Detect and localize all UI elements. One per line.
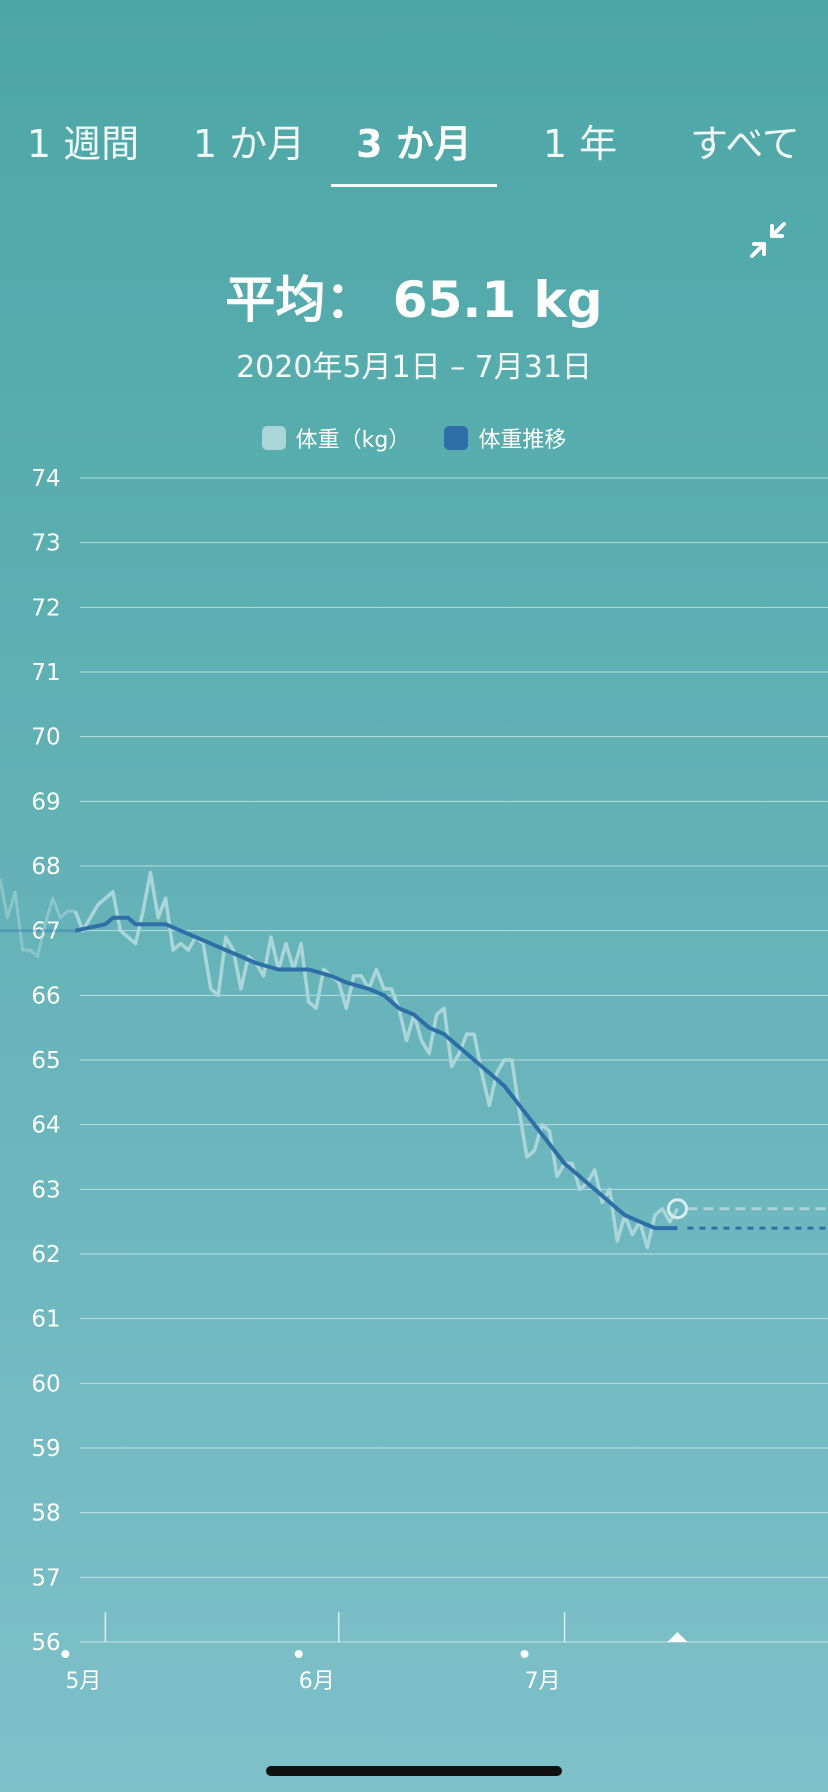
collapse-button[interactable] xyxy=(744,216,792,264)
y-tick-label: 68 xyxy=(31,854,60,880)
average-weight: 平均： 65.1 kg xyxy=(225,271,603,329)
tab-1-month[interactable]: 1 か月 xyxy=(192,122,306,166)
weight-series-line xyxy=(73,870,680,1250)
date-range: 2020年5月1日 – 7月31日 xyxy=(236,350,592,385)
y-tick-label: 63 xyxy=(31,1177,60,1203)
tab-1-year[interactable]: 1 年 xyxy=(542,122,618,166)
legend-item-weight: 体重（kg） xyxy=(261,422,411,454)
y-tick-label: 61 xyxy=(31,1307,60,1333)
legend-item-trend: 体重推移 xyxy=(444,422,566,454)
tab-all[interactable]: すべて xyxy=(690,122,800,166)
y-tick-label: 60 xyxy=(31,1371,60,1397)
weight-series-line-faded xyxy=(0,878,76,958)
trend-series-line xyxy=(74,915,678,1231)
legend-label-weight: 体重（kg） xyxy=(295,428,411,453)
active-tab-indicator xyxy=(331,184,497,187)
tab-1-week[interactable]: 1 週間 xyxy=(26,122,140,166)
y-tick-label: 58 xyxy=(31,1501,60,1527)
collapse-arrows-icon xyxy=(750,222,786,258)
period-tabs: 1 週間 1 か月 3 か月 1 年 すべて xyxy=(0,96,828,188)
y-tick-label: 59 xyxy=(31,1436,60,1462)
x-tick-dot xyxy=(294,1650,303,1658)
x-tick-dot xyxy=(520,1650,529,1658)
y-tick-label: 65 xyxy=(31,1048,60,1074)
y-tick-label: 64 xyxy=(31,1113,60,1139)
current-marker-icon xyxy=(667,1632,688,1642)
x-tick-label: 7月 xyxy=(525,1669,561,1694)
x-tick-dot xyxy=(61,1650,70,1658)
y-tick-label: 56 xyxy=(31,1630,60,1656)
y-tick-label: 66 xyxy=(31,983,60,1009)
legend-swatch-weight xyxy=(261,426,286,450)
y-tick-label: 57 xyxy=(31,1565,60,1591)
y-tick-label: 70 xyxy=(31,725,60,751)
latest-weight-marker xyxy=(666,1198,688,1220)
tab-3-months[interactable]: 3 か月 xyxy=(356,122,472,166)
home-indicator[interactable] xyxy=(266,1766,562,1776)
y-tick-label: 74 xyxy=(31,466,60,492)
legend-swatch-trend xyxy=(444,426,469,450)
y-tick-label: 72 xyxy=(31,595,60,621)
x-tick-label: 6月 xyxy=(299,1669,335,1694)
y-tick-label: 73 xyxy=(31,531,60,557)
y-tick-label: 69 xyxy=(31,789,60,815)
y-tick-label: 62 xyxy=(31,1242,60,1268)
x-tick-label: 5月 xyxy=(65,1669,101,1694)
chart-legend: 体重（kg） 体重推移 xyxy=(0,420,828,456)
y-tick-label: 71 xyxy=(31,660,60,686)
legend-label-trend: 体重推移 xyxy=(478,428,567,453)
